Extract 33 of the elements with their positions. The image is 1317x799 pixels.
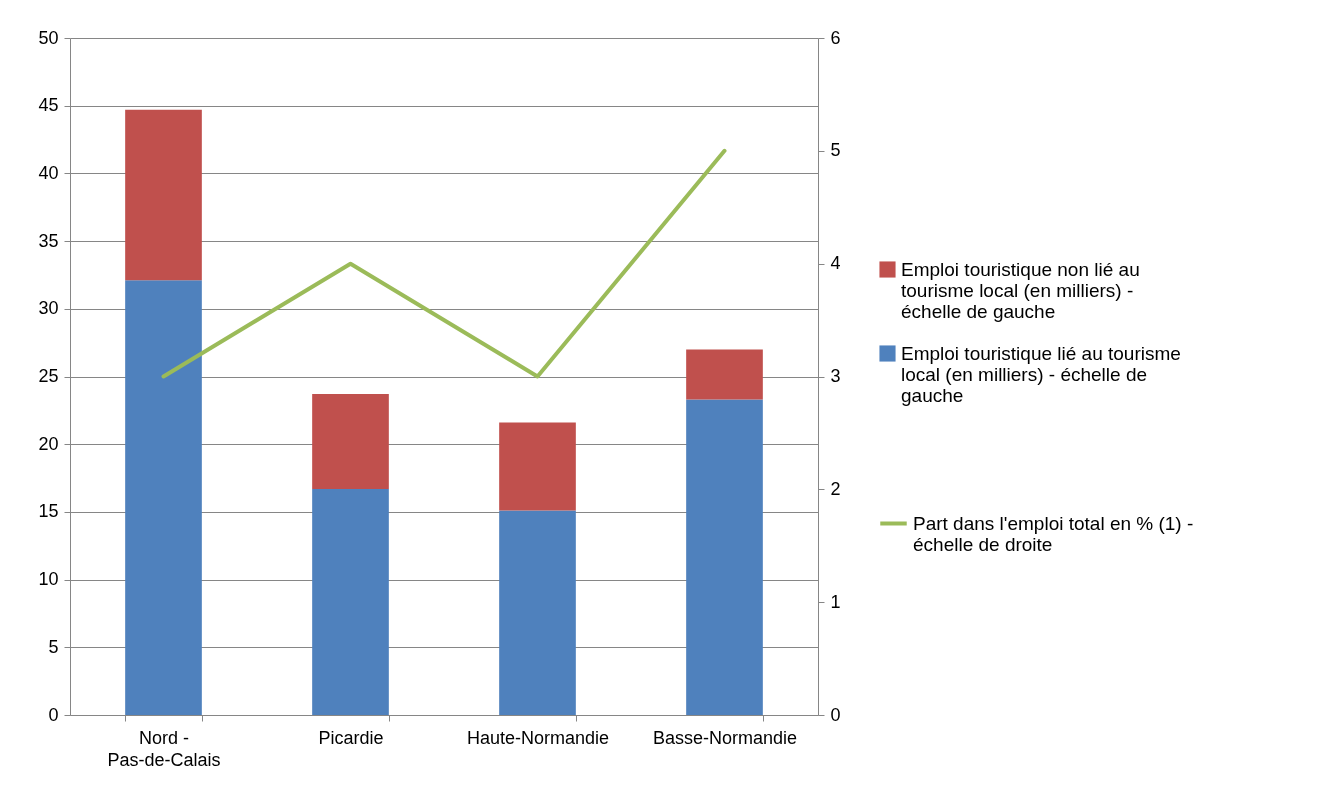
y-tick-label: 5 [48, 636, 59, 657]
y-tick-label: 15 [38, 501, 59, 522]
y-tick-label: 50 [38, 27, 59, 48]
legend-label: Emploi touristique lié au tourisme local (en milliers) - échelle de gauche [901, 342, 1181, 406]
x-tick-label: Nord - Pas-de-Calais [107, 727, 221, 770]
x-tick-label: Picardie [318, 727, 384, 748]
x-tick-label: Basse-Normandie [652, 727, 798, 748]
y-tick-label: 20 [38, 433, 59, 454]
bar [125, 280, 202, 715]
y-tick-label: 35 [38, 230, 59, 251]
y-tick-label: 45 [38, 95, 59, 116]
bar [686, 399, 763, 715]
legend-label: Part dans l'emploi total en % (1) - échelle de droite [913, 512, 1194, 555]
bar [312, 488, 389, 715]
y-tick-label: 10 [38, 569, 59, 590]
y2-tick-label: 3 [830, 366, 841, 386]
y-tick-label: 0 [48, 704, 59, 725]
y2-tick-label: 1 [830, 591, 841, 612]
bar [125, 109, 202, 281]
y2-tick-label: 5 [830, 140, 841, 161]
y2-tick-label: 4 [830, 253, 841, 274]
bar [312, 394, 389, 489]
y-tick-label: 25 [38, 366, 59, 386]
y2-tick-label: 2 [830, 478, 841, 499]
y-tick-label: 30 [38, 298, 59, 319]
x-tick-label: Haute-Normandie [466, 727, 610, 748]
y-tick-label: 40 [38, 162, 59, 183]
bar [499, 510, 576, 715]
y2-tick-label: 6 [830, 27, 841, 48]
legend-label: Emploi touristique non lié au tourisme local (en milliers) - échelle de gauche [901, 258, 1140, 322]
y2-tick-label: 0 [830, 704, 841, 725]
bar [499, 422, 576, 511]
bar [686, 349, 763, 400]
